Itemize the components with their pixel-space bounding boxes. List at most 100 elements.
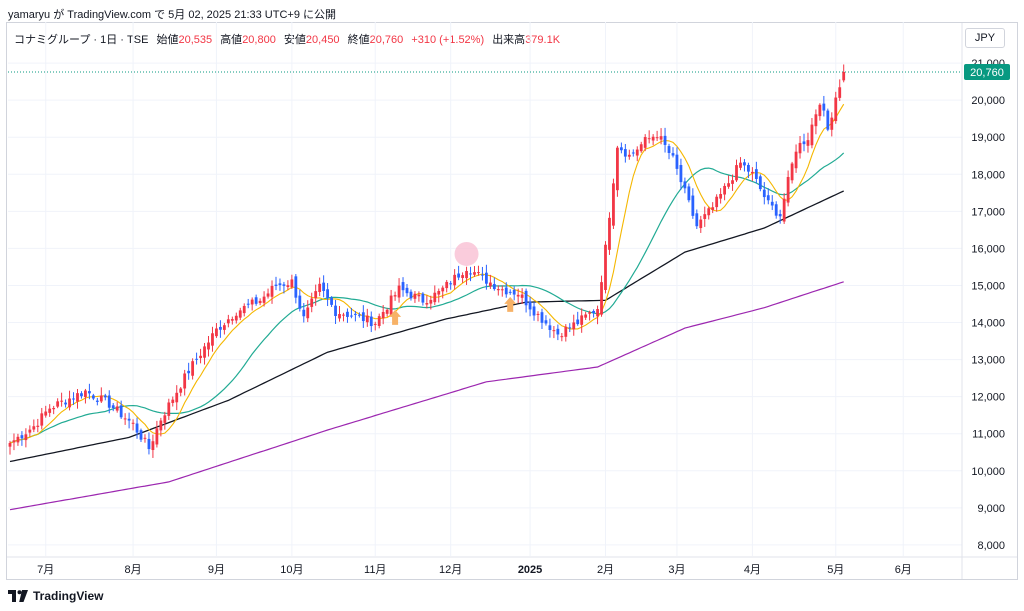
candle-body — [584, 314, 588, 318]
candle-body — [552, 330, 556, 332]
candle-body — [528, 301, 532, 310]
candle-body — [84, 390, 87, 398]
candle-body — [735, 165, 738, 181]
buy-arrow-marker — [504, 296, 517, 312]
candle-body — [99, 395, 103, 402]
candle-body — [810, 124, 814, 146]
candle-body — [457, 273, 461, 278]
candle-body — [338, 314, 341, 319]
candle-body — [302, 309, 306, 317]
candle-body — [473, 272, 476, 275]
candle-body — [72, 398, 75, 400]
x-tick-label: 5月 — [827, 564, 844, 576]
candle-body — [350, 315, 353, 317]
publish-caption: yamaryu が TradingView.com で 5月 02, 2025 … — [8, 9, 337, 21]
candle-body — [397, 285, 401, 298]
candle-body — [683, 181, 687, 189]
candle-body — [175, 392, 179, 403]
candle-body — [389, 295, 393, 315]
candle-body — [647, 138, 651, 140]
candle-body — [496, 289, 500, 291]
candle-body — [413, 293, 417, 299]
candle-body — [381, 311, 385, 319]
candle-body — [504, 287, 508, 295]
candle-body — [429, 299, 433, 304]
candle-body — [687, 186, 691, 201]
moving-average-long-line — [9, 281, 844, 511]
ohlc-legend: コナミグループ · 1日 · TSE 始値20,535 高値20,800 安値2… — [14, 31, 560, 47]
candle-body — [715, 196, 719, 208]
volume-value: 379.1K — [525, 34, 561, 46]
open-value: 20,535 — [178, 34, 213, 46]
candle-body — [199, 355, 202, 359]
y-tick-label: 18,000 — [971, 169, 1005, 181]
candle-body — [183, 373, 187, 389]
candle-body — [627, 154, 631, 157]
candle-body — [278, 283, 282, 286]
x-tick-label: 6月 — [895, 564, 912, 576]
candle-body — [64, 402, 67, 405]
symbol-label[interactable]: コナミグループ · 1日 · TSE — [14, 34, 149, 46]
candle-body — [330, 297, 333, 305]
candle-body — [782, 198, 786, 222]
x-tick-label: 8月 — [125, 564, 142, 576]
candle-body — [91, 395, 95, 399]
candle-body — [80, 393, 83, 397]
candle-body — [191, 361, 195, 376]
candle-body — [139, 430, 143, 440]
candle-body — [143, 437, 147, 439]
candle-body — [357, 314, 361, 316]
candle-body — [616, 147, 619, 191]
candle-body — [564, 326, 568, 337]
candle-body — [365, 315, 369, 323]
candle-body — [619, 147, 623, 151]
candle-body — [377, 316, 381, 326]
candle-body — [274, 284, 278, 286]
candle-body — [540, 312, 544, 323]
candle-body — [28, 429, 32, 433]
candle-body — [778, 214, 782, 217]
candle-body — [151, 441, 155, 451]
candle-body — [516, 294, 520, 297]
candle-body — [596, 309, 599, 317]
candle-body — [548, 325, 552, 331]
moving-average-fast-line — [9, 103, 845, 444]
candle-body — [290, 279, 294, 288]
candle-body — [588, 312, 592, 314]
y-tick-label: 20,000 — [971, 95, 1005, 107]
currency-button[interactable]: JPY — [965, 28, 1005, 48]
x-tick-label: 10月 — [280, 564, 303, 576]
candle-body — [747, 164, 750, 172]
candle-body — [604, 244, 607, 290]
candle-body — [743, 162, 746, 166]
candle-body — [659, 136, 663, 140]
candle-body — [667, 146, 671, 153]
candle-body — [246, 303, 250, 305]
candle-body — [421, 293, 425, 303]
candle-body — [524, 290, 528, 306]
candle-body — [226, 319, 230, 324]
candle-body — [60, 400, 64, 402]
candle-body — [612, 183, 615, 226]
candle-body — [318, 283, 322, 293]
candle-body — [762, 189, 766, 198]
candle-body — [481, 274, 484, 276]
candle-body — [703, 214, 707, 219]
candle-body — [123, 418, 127, 420]
candle-body — [12, 440, 16, 443]
y-tick-label: 17,000 — [971, 206, 1005, 218]
moving-average-slow-line — [9, 190, 844, 463]
candle-body — [461, 275, 464, 278]
candle-body — [508, 291, 512, 293]
candle-body — [16, 436, 20, 443]
footer-brand[interactable]: TradingView — [33, 589, 104, 603]
candle-body — [222, 325, 226, 330]
candle-body — [651, 136, 655, 141]
candle-body — [127, 418, 131, 421]
candle-body — [171, 399, 175, 403]
candle-body — [195, 358, 198, 360]
candle-body — [623, 149, 627, 157]
candle-body — [52, 407, 56, 410]
candle-body — [469, 273, 472, 275]
